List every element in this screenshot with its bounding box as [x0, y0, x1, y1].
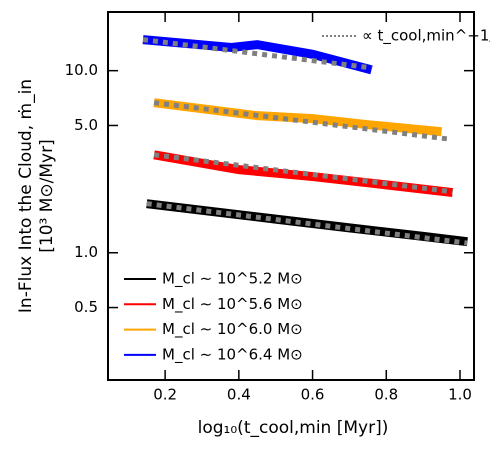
series-line: [153, 98, 442, 137]
x-tick-label: 0.4: [227, 386, 251, 404]
plot-frame: [107, 11, 475, 381]
y-tick-label: 5.0: [74, 116, 98, 134]
fit-line: [153, 152, 453, 195]
y-tick-label: 10.0: [65, 61, 98, 79]
series-line: [146, 199, 468, 247]
legend-label: ∝ t_cool,min^−1/4: [362, 27, 490, 46]
x-axis-label: log₁₀(t_cool,min [Myr]): [198, 418, 389, 438]
x-tick-label: 1.0: [448, 386, 472, 404]
y-axis-label: [10³ M⊙/Myr]: [37, 139, 57, 252]
legend-label: M_cl ∼ 10^6.0 M⊙: [162, 320, 303, 339]
legend-label: M_cl ∼ 10^6.4 M⊙: [162, 345, 303, 364]
fit-line: [142, 37, 372, 71]
legend-label: M_cl ∼ 10^5.6 M⊙: [162, 295, 303, 314]
x-tick-label: 0.6: [301, 386, 325, 404]
x-tick-label: 0.8: [374, 386, 398, 404]
series-line: [142, 35, 373, 75]
fit-line: [146, 201, 468, 246]
y-tick-label: 0.5: [74, 298, 98, 316]
legend-label: M_cl ∼ 10^5.2 M⊙: [162, 270, 303, 289]
y-tick-label: 1.0: [74, 243, 98, 261]
y-axis-label: In-Flux Into the Cloud, ṁ_in: [16, 79, 36, 313]
x-tick-label: 0.2: [153, 386, 177, 404]
series-line: [153, 150, 454, 198]
